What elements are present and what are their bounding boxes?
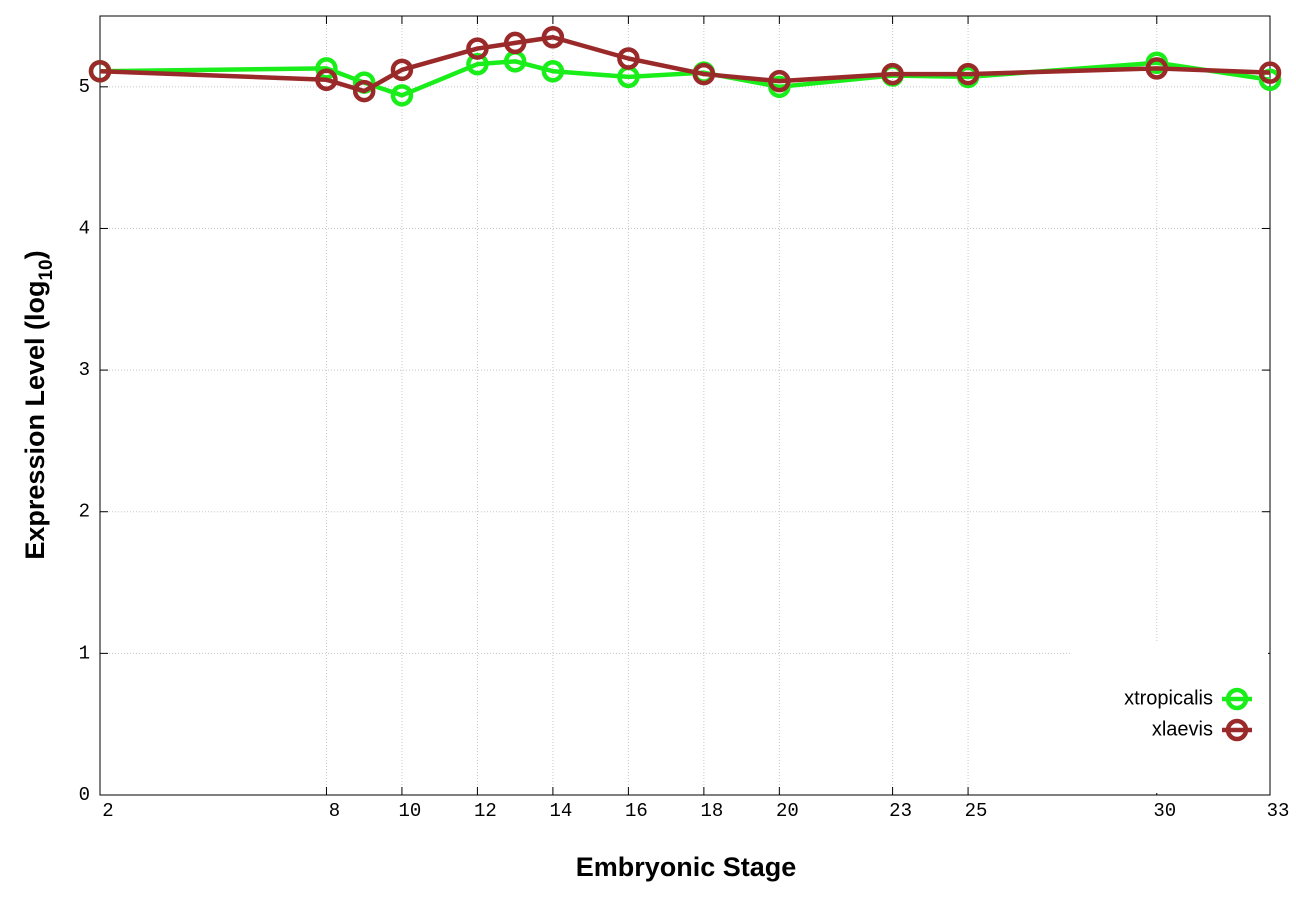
point: [541, 59, 565, 83]
point: [1258, 61, 1282, 84]
point: [692, 62, 716, 86]
y-tick-label: 1: [79, 642, 90, 664]
y-axis-label-main: Expression Level (log: [20, 281, 50, 560]
x-axis-label: Embryonic Stage: [576, 852, 797, 882]
point: [617, 47, 640, 70]
x-tick-label: 14: [549, 800, 572, 822]
plot-frame: [99, 15, 1271, 796]
y-tick-label: 4: [79, 217, 90, 239]
point: [768, 69, 791, 93]
point: [315, 57, 338, 80]
x-tick-label: 20: [776, 800, 799, 822]
point: [503, 31, 527, 55]
x-tick-label: 2: [102, 800, 113, 822]
y-axis-label-sub: 10: [36, 259, 57, 280]
point: [315, 68, 338, 91]
point: [956, 62, 980, 86]
point: [466, 37, 489, 60]
point: [1145, 57, 1169, 80]
point: [352, 79, 376, 103]
legend-label: xtropicalis: [1124, 687, 1213, 709]
legend-label: xlaevis: [1152, 718, 1213, 740]
x-tick-label: 12: [474, 800, 497, 822]
point: [88, 59, 112, 83]
x-tick-label: 8: [329, 800, 340, 822]
x-tick-label: 16: [625, 800, 648, 822]
y-axis-label-end: ): [20, 250, 50, 259]
y-tick-label: 5: [79, 76, 90, 98]
point: [390, 58, 414, 82]
y-tick-label: 3: [79, 359, 90, 381]
x-tick-label: 10: [399, 800, 422, 822]
legend-marker: [1225, 718, 1249, 742]
x-tick-label: 18: [700, 800, 723, 822]
legend-box: [1070, 642, 1268, 793]
point: [881, 62, 904, 86]
point: [390, 84, 414, 107]
y-tick-label: 2: [79, 501, 90, 523]
y-axis-label: Expression Level (log10): [20, 250, 57, 559]
point: [466, 52, 489, 76]
series-line: [99, 34, 1271, 94]
y-tick-label: 0: [79, 784, 90, 806]
legend-marker: [1225, 687, 1249, 711]
x-tick-label: 23: [889, 800, 912, 822]
x-tick-label: 33: [1267, 800, 1290, 822]
x-tick-label: 30: [1153, 800, 1176, 822]
point: [541, 25, 565, 49]
x-tick-label: 25: [965, 800, 988, 822]
